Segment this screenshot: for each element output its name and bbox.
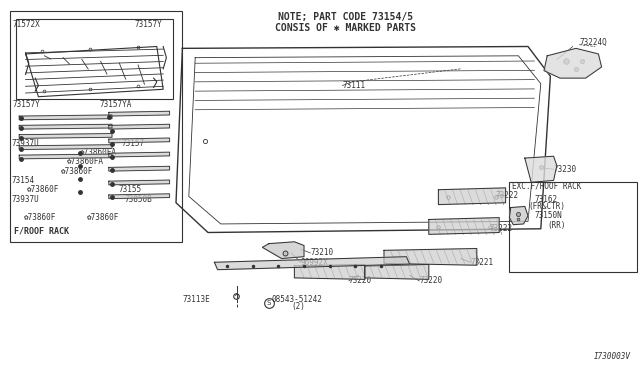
Polygon shape (544, 48, 602, 78)
Text: CONSIS OF ✱ MARKED PARTS: CONSIS OF ✱ MARKED PARTS (275, 23, 416, 33)
Text: 73155: 73155 (118, 185, 141, 194)
Text: 73937U: 73937U (12, 195, 39, 203)
Text: 73224Q: 73224Q (579, 38, 607, 47)
Text: NOTE; PART CODE 73154/5: NOTE; PART CODE 73154/5 (278, 12, 413, 22)
Polygon shape (109, 180, 170, 185)
Text: 73230: 73230 (554, 165, 577, 174)
Polygon shape (365, 264, 429, 279)
Text: 71572X: 71572X (13, 20, 40, 29)
Text: S: S (267, 300, 271, 306)
Polygon shape (19, 124, 112, 129)
Polygon shape (429, 218, 499, 234)
Text: 73222: 73222 (490, 224, 513, 233)
Text: 73221: 73221 (470, 258, 493, 267)
Polygon shape (109, 166, 170, 171)
Text: I730003V: I730003V (593, 352, 630, 361)
Polygon shape (438, 188, 506, 205)
Text: 73937U: 73937U (12, 139, 39, 148)
Text: ✿73860F: ✿73860F (61, 167, 93, 176)
Polygon shape (19, 154, 112, 159)
Text: 73157: 73157 (122, 139, 145, 148)
Polygon shape (525, 156, 557, 182)
Text: 73222: 73222 (496, 191, 519, 200)
Bar (10, 11, 182, 242)
Polygon shape (109, 111, 170, 116)
Text: 73210: 73210 (310, 248, 333, 257)
Text: ✿73860FA: ✿73860FA (67, 157, 104, 166)
Text: ✿73860F: ✿73860F (27, 185, 60, 194)
Text: F/ROOF RACK: F/ROOF RACK (14, 227, 69, 236)
Text: 73150N: 73150N (534, 211, 562, 220)
Text: (RR): (RR) (547, 221, 566, 230)
Polygon shape (19, 134, 112, 138)
Polygon shape (109, 124, 170, 129)
Polygon shape (109, 138, 170, 143)
Text: 08543-51242: 08543-51242 (272, 295, 323, 304)
Polygon shape (214, 257, 410, 270)
Text: 73220: 73220 (419, 276, 442, 285)
Polygon shape (109, 152, 170, 157)
Text: (FR&CTR): (FR&CTR) (528, 202, 565, 211)
Text: 73157YA: 73157YA (99, 100, 132, 109)
Text: ✿73860F: ✿73860F (24, 213, 57, 222)
Polygon shape (19, 145, 112, 150)
Text: 73157Y: 73157Y (134, 20, 162, 29)
Text: (2): (2) (291, 302, 305, 311)
Polygon shape (384, 248, 477, 265)
Text: 73113E: 73113E (182, 295, 210, 304)
Text: EXC.F/ROOF RACK: EXC.F/ROOF RACK (512, 182, 581, 190)
Polygon shape (262, 242, 304, 259)
Polygon shape (294, 264, 365, 279)
Bar (16, 19, 173, 99)
Text: ✿73860FA: ✿73860FA (80, 148, 117, 157)
Polygon shape (19, 115, 112, 120)
Text: ✿73860F: ✿73860F (86, 213, 119, 222)
Polygon shape (509, 206, 528, 225)
Text: 73157Y: 73157Y (13, 100, 40, 109)
Text: 73850B: 73850B (125, 195, 152, 203)
Text: 96992X: 96992X (301, 258, 328, 267)
Text: 73220: 73220 (349, 276, 372, 285)
Polygon shape (109, 194, 170, 199)
Text: 73154: 73154 (12, 176, 35, 185)
Text: 73162: 73162 (534, 195, 557, 203)
Text: 73111: 73111 (342, 81, 365, 90)
Bar (509, 182, 637, 272)
